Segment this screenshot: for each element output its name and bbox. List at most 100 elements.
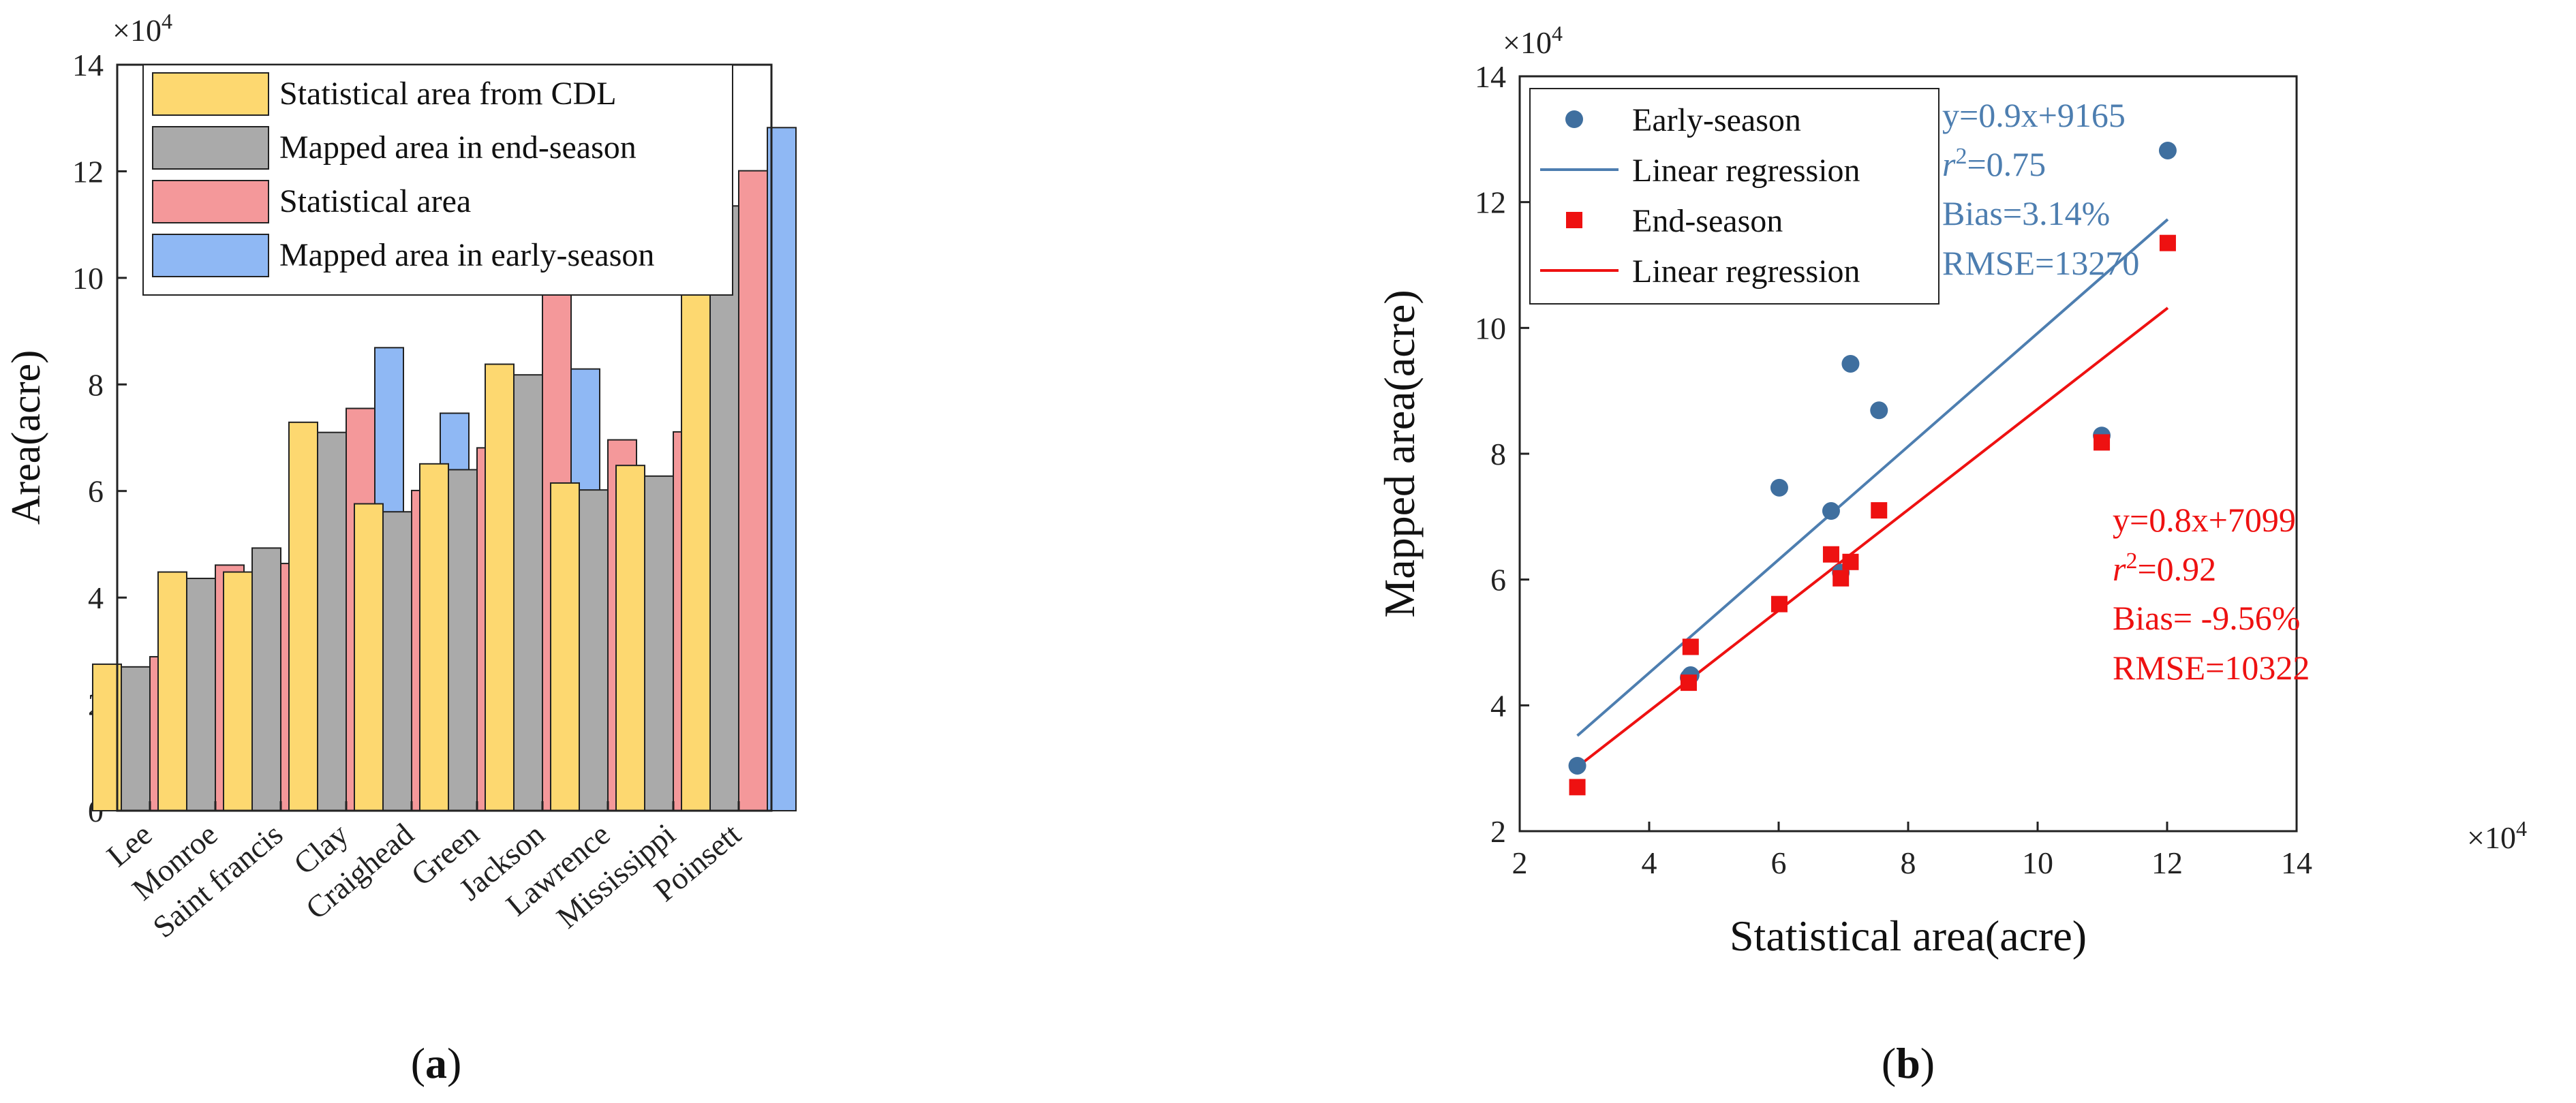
scatter-y-multiplier: ×104 — [1503, 21, 1563, 60]
end-rmse: RMSE=10322 — [2113, 649, 2310, 687]
early-rmse: RMSE=13270 — [1942, 244, 2139, 282]
panel-label-a: (a) — [411, 1039, 462, 1087]
bar-legend-swatch — [152, 126, 269, 170]
early-season-point — [2158, 141, 2177, 159]
bar-poinsett-3 — [738, 170, 768, 811]
scatter-x-axis-label: Statistical area(acre) — [1730, 912, 2087, 960]
scatter-x-tick-label: 4 — [1642, 845, 1657, 880]
bar-y-tick-label: 4 — [88, 580, 104, 615]
scatter-plot-frame — [1518, 75, 2298, 833]
early-season-point — [1568, 756, 1586, 775]
end-season-point — [1871, 502, 1888, 519]
scatter-x-tick-label: 12 — [2151, 845, 2183, 880]
bar-y-tick-label: 10 — [72, 261, 104, 296]
scatter-x-multiplier: ×104 — [2467, 816, 2527, 855]
early-regression-line — [1576, 218, 2169, 737]
scatter-legend-circle — [1565, 110, 1583, 128]
bar-lawrence-2 — [579, 489, 609, 812]
end-season-stats: y=0.8x+7099 r2=0.92 Bias= -9.56% RMSE=10… — [2113, 501, 2310, 687]
bar-legend-label: Mapped area in end-season — [279, 129, 637, 166]
panel-label-b: (b) — [1882, 1039, 1935, 1087]
early-bias: Bias=3.14% — [1942, 194, 2110, 232]
end-season-point — [2159, 234, 2176, 251]
scatter-chart-panel: ×104 ×104 2 4 6 8 10 12 14 2 4 6 8 10 12 14 Statistic… — [1375, 21, 2527, 1087]
early-r2: r2=0.75 — [1942, 144, 2046, 183]
bar-poinsett-2 — [709, 205, 739, 811]
scatter-legend-label: Linear regression — [1632, 253, 1860, 290]
end-season-point — [1822, 546, 1839, 563]
scatter-y-tick-label: 12 — [1475, 185, 1506, 220]
bar-green-1 — [419, 463, 449, 811]
scatter-legend-square — [1566, 212, 1582, 228]
scatter-legend-label: End-season — [1632, 203, 1783, 239]
bar-y-tick-label: 6 — [88, 474, 104, 509]
early-season-point — [1822, 502, 1840, 521]
scatter-x-tick-label: 8 — [1901, 845, 1916, 880]
bar-craighead-1 — [354, 503, 384, 811]
scatter-y-tick-label: 4 — [1490, 688, 1506, 723]
end-season-point — [1569, 779, 1586, 796]
end-regression-line — [1576, 307, 2169, 768]
early-season-stats: y=0.9x+9165 r2=0.75 Bias=3.14% RMSE=1327… — [1942, 96, 2139, 282]
end-r2: r2=0.92 — [2113, 548, 2216, 588]
scatter-legend-label: Linear regression — [1632, 153, 1860, 189]
end-season-point — [1682, 638, 1699, 655]
scatter-y-tick-label: 2 — [1490, 814, 1506, 849]
scatter-regression-lines — [1576, 218, 2169, 768]
bar-monroe-2 — [186, 577, 216, 811]
bar-y-multiplier: ×104 — [112, 9, 172, 48]
early-season-point — [1870, 401, 1888, 420]
scatter-x-tick-label: 6 — [1771, 845, 1787, 880]
bar-clay-2 — [317, 431, 347, 811]
bar-saint-francis-1 — [223, 571, 253, 811]
early-equation: y=0.9x+9165 — [1942, 96, 2126, 134]
scatter-y-tick-label: 14 — [1475, 59, 1506, 94]
scatter-y-tick-label: 8 — [1490, 437, 1506, 471]
early-season-point — [1770, 478, 1788, 497]
end-season-point — [1770, 595, 1788, 612]
bar-craighead-2 — [382, 511, 412, 811]
end-bias: Bias= -9.56% — [2113, 599, 2300, 637]
bar-monroe-1 — [157, 571, 187, 811]
scatter-x-tick-label: 10 — [2022, 845, 2053, 880]
bar-lawrence-1 — [550, 482, 580, 811]
bar-legend: Statistical area from CDL Mapped area in … — [142, 64, 733, 296]
scatter-legend: Early-season Linear regression End-season L… — [1529, 88, 1939, 305]
end-season-point — [1842, 553, 1859, 570]
bar-mississippi-2 — [644, 475, 674, 811]
bar-lee-2 — [121, 666, 151, 811]
scatter-y-axis-label: Mapped area(acre) — [1375, 290, 1424, 617]
scatter-y-tick-label: 10 — [1475, 311, 1506, 345]
bar-saint-francis-2 — [251, 547, 281, 811]
end-season-point — [1833, 570, 1850, 587]
bar-legend-label: Mapped area in early-season — [279, 237, 654, 273]
early-season-point — [1841, 354, 1860, 373]
bar-jackson-2 — [513, 374, 543, 811]
scatter-legend-frame — [1529, 88, 1939, 305]
bar-y-tick-label: 8 — [88, 367, 104, 402]
bar-y-tick-label: 12 — [72, 154, 104, 189]
bar-y-axis-label: Area(acre) — [3, 350, 48, 525]
end-season-point — [1680, 674, 1697, 692]
bar-clay-1 — [288, 421, 318, 811]
scatter-points — [1568, 141, 2177, 796]
end-season-point — [2094, 434, 2111, 451]
bar-legend-swatch — [152, 180, 269, 223]
scatter-x-tick-label: 14 — [2281, 845, 2312, 880]
bar-y-tick-label: 14 — [72, 48, 104, 82]
scatter-legend-label: Early-season — [1632, 102, 1801, 138]
scatter-y-tick-label: 6 — [1490, 563, 1506, 597]
bar-green-2 — [448, 469, 478, 812]
bar-legend-swatch — [152, 234, 269, 277]
scatter-x-tick-label: 2 — [1512, 845, 1528, 880]
bar-mississippi-1 — [615, 465, 645, 812]
bar-legend-swatch — [152, 72, 269, 116]
end-equation: y=0.8x+7099 — [2113, 501, 2296, 539]
bar-legend-label: Statistical area from CDL — [279, 76, 617, 112]
bar-legend-label: Statistical area — [279, 183, 471, 219]
scatter-axis-ticks: 2 4 6 8 10 12 14 2 4 6 8 10 12 14 — [1475, 59, 2312, 880]
bar-jackson-1 — [485, 363, 515, 811]
